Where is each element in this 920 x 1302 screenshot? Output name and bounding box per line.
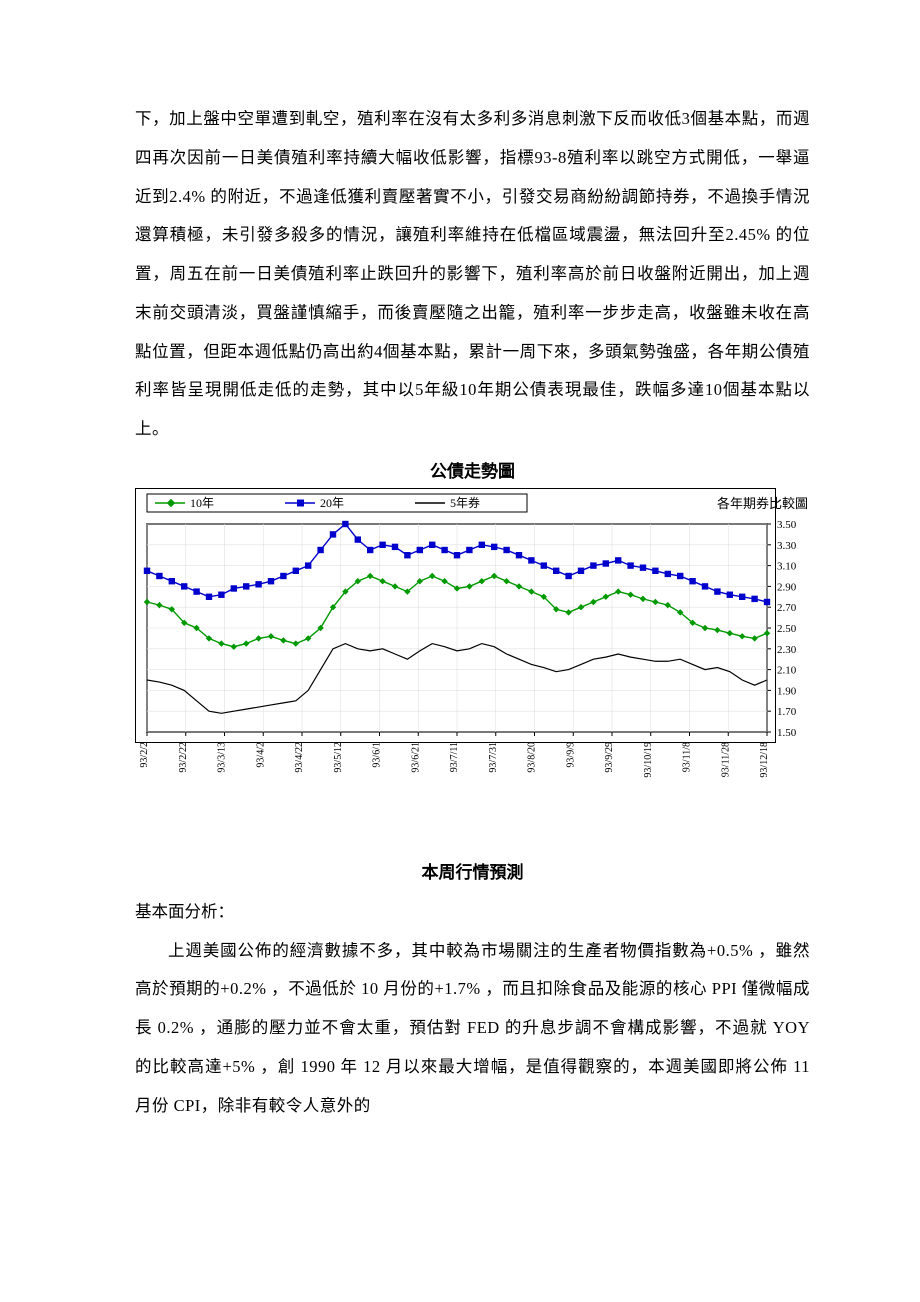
x-tick-label: 93/9/9 (565, 742, 576, 768)
y-tick-label: 3.30 (777, 540, 797, 552)
x-tick-label: 93/6/21 (410, 742, 421, 773)
x-tick-label: 93/4/22 (294, 742, 305, 773)
x-tick-label: 93/10/19 (643, 742, 654, 778)
body-paragraph-1: 下，加上盤中空單遭到軋空，殖利率在沒有太多利多消息刺激下反而收低3個基本點，而週… (135, 100, 810, 449)
x-tick-label: 93/7/11 (449, 742, 460, 772)
y-tick-label: 1.70 (777, 706, 797, 718)
y-tick-label: 2.30 (777, 644, 797, 656)
subhead-fundamental: 基本面分析： (135, 893, 810, 932)
x-tick-label: 93/7/31 (488, 742, 499, 773)
y-tick-label: 3.10 (777, 560, 797, 572)
x-tick-label: 93/2/22 (178, 742, 189, 773)
x-tick-label: 93/2/2 (139, 742, 150, 768)
x-tick-label: 93/11/8 (682, 742, 693, 772)
y-tick-label: 2.90 (777, 581, 797, 593)
legend-label: 10年 (190, 496, 214, 510)
chart-compare-label: 各年期券比較圖 (717, 496, 808, 511)
bond-trend-chart: 10年 20年 5年券 各年期券比較圖 1.50 1.70 1.90 2.10 2.30 2.50… (135, 488, 835, 818)
chart-title: 公債走勢圖 (135, 457, 810, 482)
legend-label: 20年 (320, 496, 344, 510)
x-tick-label: 93/4/2 (255, 742, 266, 768)
body-paragraph-2: 上週美國公佈的經濟數據不多，其中較為市場關注的生產者物價指數為+0.5% ，雖然… (135, 932, 810, 1126)
x-tick-label: 93/6/1 (372, 742, 383, 768)
y-tick-label: 1.50 (777, 727, 797, 739)
y-tick-label: 2.50 (777, 623, 797, 635)
x-tick-label: 93/3/13 (217, 742, 228, 773)
x-tick-label: 93/8/20 (527, 742, 538, 773)
chart-svg: 10年 20年 5年券 各年期券比較圖 1.50 1.70 1.90 2.10 2.30 2.50… (135, 488, 835, 818)
y-tick-label: 3.50 (777, 519, 797, 531)
x-tick-label: 93/12/18 (759, 742, 770, 778)
y-tick-label: 2.10 (777, 664, 797, 676)
y-tick-label: 1.90 (777, 685, 797, 697)
y-tick-label: 2.70 (777, 602, 797, 614)
section-forecast-title: 本周行情預測 (135, 858, 810, 883)
x-tick-label: 93/5/12 (333, 742, 344, 773)
x-tick-label: 93/9/29 (604, 742, 615, 773)
x-tick-label: 93/11/28 (720, 742, 731, 777)
legend-label: 5年券 (450, 495, 480, 510)
